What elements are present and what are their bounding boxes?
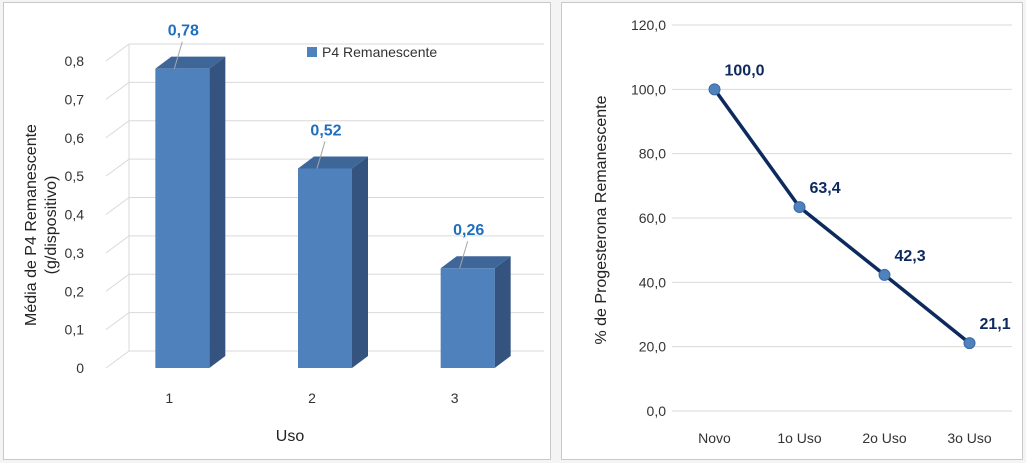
bar-y-tick-label: 0,2 [65, 283, 85, 299]
line-x-tick-label: 2o Uso [862, 430, 907, 446]
line-y-tick-label: 100,0 [631, 81, 666, 97]
bar-label-leader [316, 141, 326, 169]
bar-top [440, 256, 511, 269]
line-data-label: 63,4 [810, 180, 841, 197]
bar-chart-y-ticks: 0 0,1 0,2 0,3 0,4 0,5 0,6 0,7 0,8 [65, 53, 85, 376]
line-data-label: 42,3 [895, 248, 926, 265]
line-x-tick-label: 3o Uso [947, 430, 992, 446]
bar-top [155, 56, 226, 69]
bar-y-tick-label: 0,7 [65, 91, 85, 107]
bar-y-tick-label: 0,1 [65, 322, 85, 338]
line-chart: 0,0 20,0 40,0 60,0 80,0 100,0 120,0 Novo 1o Uso… [593, 17, 1012, 446]
line-chart-data-labels: 100,0 63,4 42,3 21,1 [725, 62, 1011, 333]
bar-y-tick-label: 0,3 [65, 245, 85, 261]
line-x-tick-label: Novo [698, 430, 731, 446]
line-chart-x-ticks: Novo 1o Uso 2o Uso 3o Uso [698, 430, 992, 446]
line-point [708, 83, 721, 96]
bar [155, 68, 210, 369]
bar-grid-diagonal [105, 350, 130, 369]
bar-top [298, 156, 368, 169]
line-y-tick-label: 80,0 [639, 146, 666, 162]
bar-grid-diagonal [105, 273, 130, 292]
bar-y-tick-label: 0,6 [65, 130, 85, 146]
bar-grid-diagonal [105, 235, 130, 254]
bar-grid-diagonal [105, 120, 130, 139]
bar-x-tick-label: 1 [165, 390, 173, 406]
bar-label-leader [459, 241, 469, 269]
bar-chart-data-labels: 0,78 0,52 0,26 [168, 23, 484, 269]
legend-swatch [307, 47, 317, 57]
y-axis-title-line-2: (g/dispositivo) [43, 176, 60, 275]
bar-chart-bars [155, 56, 511, 369]
bar-chart-x-ticks: 1 2 3 [165, 390, 458, 406]
bar-data-label: 0,52 [310, 122, 341, 139]
bar-y-tick-label: 0,4 [65, 207, 85, 223]
line-y-axis-title-text: % de Progesterona Remanescente [593, 95, 610, 344]
line-y-tick-label: 120,0 [631, 17, 666, 33]
bar-data-label: 0,26 [453, 222, 484, 239]
line-data-label: 21,1 [980, 316, 1011, 333]
y-axis-title: Média de P4 Remanescente (g/dispositivo) [23, 124, 60, 326]
line-y-tick-label: 40,0 [639, 274, 666, 290]
bar-x-tick-label: 2 [308, 390, 316, 406]
bar-side [352, 156, 368, 368]
bar-y-tick-label: 0,8 [65, 53, 85, 69]
bar-y-tick-label: 0 [76, 360, 84, 376]
line-y-tick-label: 20,0 [639, 339, 666, 355]
line-chart-y-ticks: 0,0 20,0 40,0 60,0 80,0 100,0 120,0 [631, 17, 666, 419]
bar-grid-diagonal [105, 312, 130, 331]
bar-data-label: 0,78 [168, 23, 199, 40]
bar-grid-diagonal [105, 43, 130, 62]
line-y-tick-label: 0,0 [647, 403, 667, 419]
y-axis-title-line-1: Média de P4 Remanescente [23, 124, 40, 326]
line-chart-panel: 0,0 20,0 40,0 60,0 80,0 100,0 120,0 Novo 1o Uso… [561, 2, 1023, 460]
bar-grid-diagonal [105, 158, 130, 177]
line-point [878, 268, 891, 281]
line-y-tick-label: 60,0 [639, 210, 666, 226]
x-axis-title: Uso [276, 428, 305, 445]
bar-chart-legend: P4 Remanescente [307, 44, 437, 60]
line-chart-gridlines [672, 24, 1012, 412]
bar-x-tick-label: 3 [451, 390, 459, 406]
line-x-tick-label: 1o Uso [777, 430, 822, 446]
bar-side [494, 256, 511, 368]
bar-label-leader [173, 41, 183, 69]
line-series [713, 88, 971, 345]
line-point [793, 201, 806, 214]
legend-label: P4 Remanescente [322, 44, 437, 60]
line-point [963, 337, 976, 350]
bar-grid-diagonal [105, 81, 130, 100]
line-data-label: 100,0 [725, 62, 765, 79]
line-chart-points [708, 83, 976, 350]
line-y-axis-title: % de Progesterona Remanescente [593, 95, 610, 344]
bar-y-tick-label: 0,5 [65, 168, 85, 184]
bar [298, 168, 352, 368]
bar [440, 268, 495, 368]
bar-side [209, 56, 226, 369]
bar-grid-diagonal [105, 197, 130, 215]
